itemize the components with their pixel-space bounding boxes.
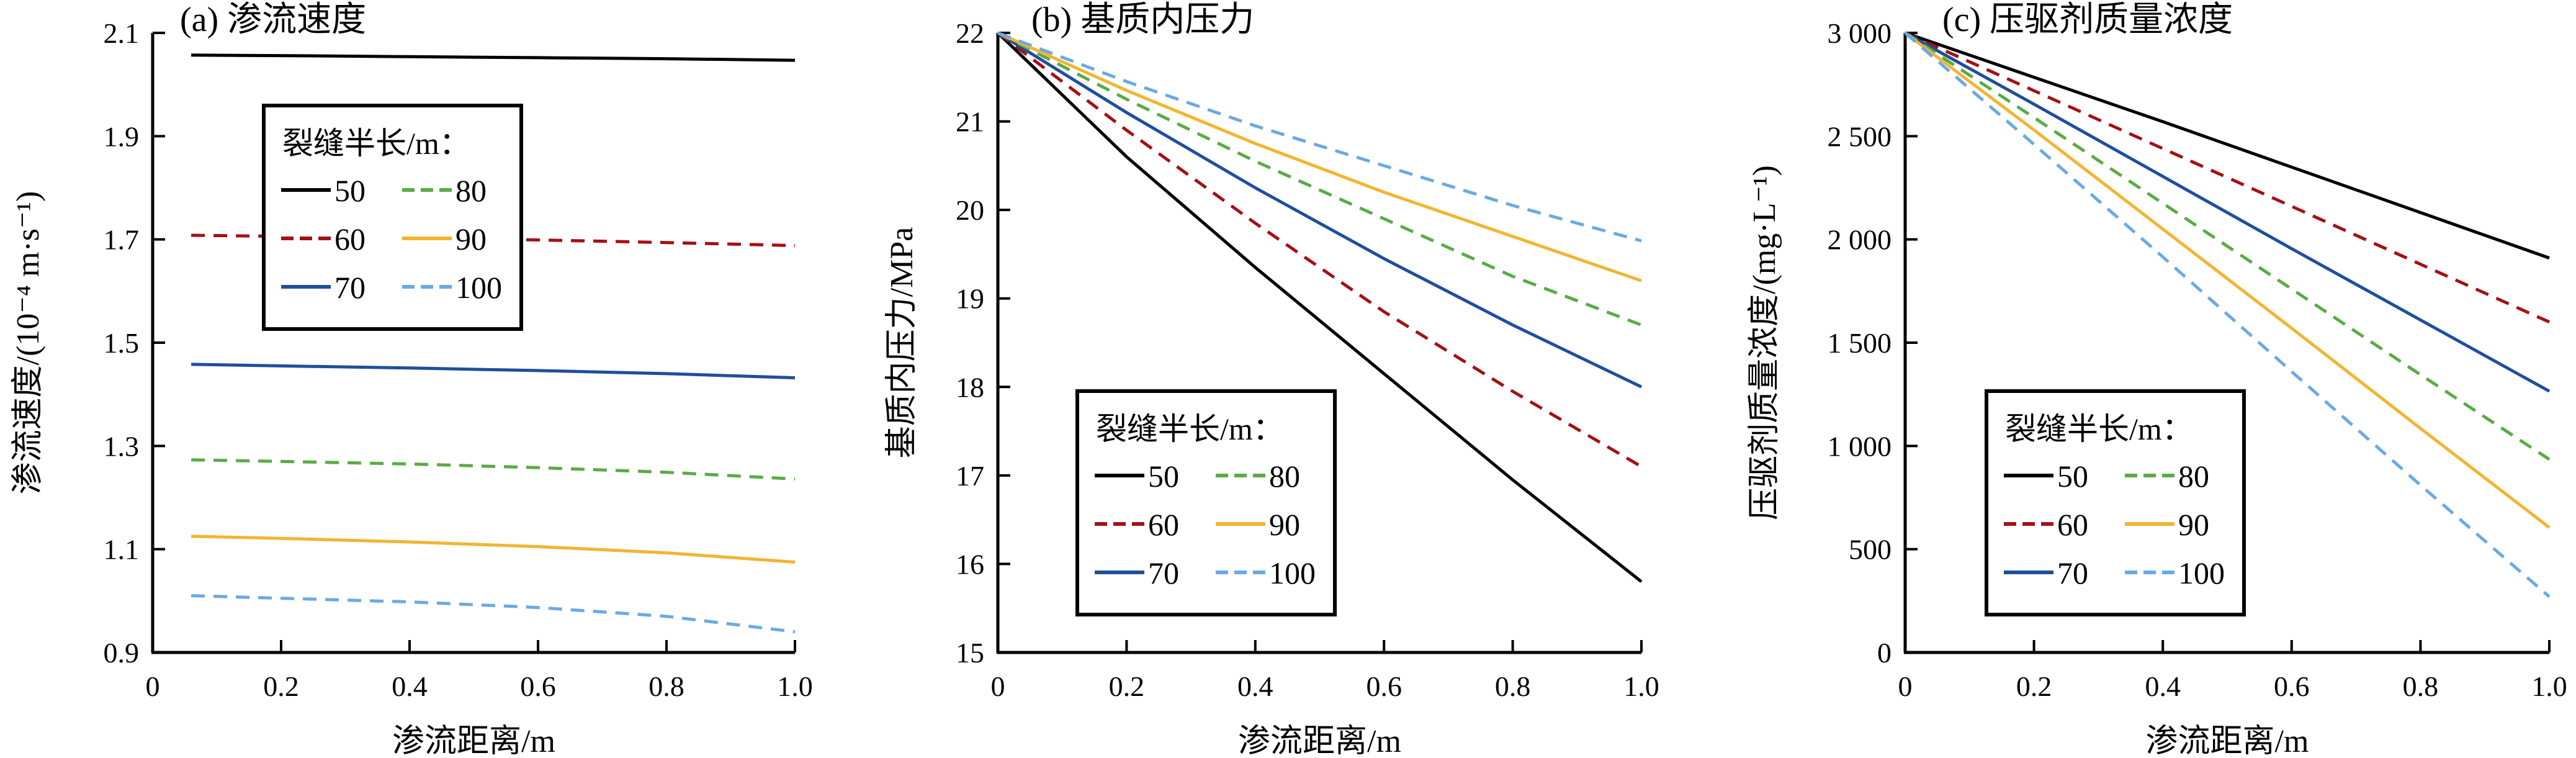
series-line-90 (1904, 32, 2551, 529)
legend: 裂缝半长/m： 50 80 60 90 70 100 (1985, 389, 2246, 616)
y-axis-label: 渗流速度/(10⁻⁴ m·s⁻¹) (11, 191, 46, 495)
x-axis-label: 渗流距离/m (1238, 724, 1401, 758)
legend-entry-label: 100 (456, 270, 502, 305)
series-line-50 (1905, 31, 2550, 259)
legend-entry-label: 50 (1148, 459, 1179, 494)
y-tick-label: 21 (956, 106, 984, 138)
x-tick-label: 0.4 (392, 670, 428, 702)
y-tick-label: 500 (1849, 534, 1892, 566)
x-tick-label: 0.8 (1495, 670, 1531, 702)
x-tick-label: 1.0 (2531, 670, 2567, 702)
series-line-70 (1904, 31, 2551, 393)
legend-entry-label: 100 (1269, 556, 1316, 590)
legend-entry-label: 50 (2057, 459, 2088, 494)
legend-entry-label: 60 (1148, 507, 1179, 542)
y-tick-label: 18 (956, 371, 984, 403)
y-tick-label: 1.3 (104, 430, 140, 462)
y-tick-label: 1.5 (104, 327, 140, 359)
legend-entry-label: 50 (334, 173, 366, 208)
legend-box (1075, 389, 1337, 616)
x-axis-label: 渗流距离/m (392, 724, 555, 758)
y-tick-label: 2.1 (104, 17, 140, 49)
legend-entry-label: 70 (2057, 556, 2088, 590)
y-tick-label: 2 500 (1828, 120, 1892, 152)
legend-title: 裂缝半长/m： (1096, 412, 1284, 446)
legend-box (1985, 389, 2246, 616)
y-tick-label: 19 (956, 283, 984, 315)
legend-box (262, 104, 523, 331)
x-tick-label: 0.8 (648, 670, 684, 702)
y-tick-label: 16 (956, 548, 984, 580)
y-axis-label: 压驱剂质量浓度/(mg·L⁻¹) (1747, 165, 1782, 520)
legend-entry-label: 80 (1269, 459, 1300, 494)
y-tick-label: 20 (956, 194, 984, 226)
series-line-80 (997, 31, 1642, 327)
panel-title: (a) 渗流速度 (180, 1, 366, 39)
y-tick-label: 17 (956, 460, 984, 492)
series-line-60 (997, 32, 1643, 468)
x-tick-label: 1.0 (777, 670, 813, 702)
legend-entry-label: 80 (2178, 459, 2209, 494)
panel-c: 0 500 1 000 1 500 2 000 2 500 3 000 0 0.2 0.4 0.6 0… (1747, 1, 2567, 758)
legend-entry-label: 70 (1148, 556, 1179, 590)
series-line-50 (997, 32, 1643, 583)
legend-entry-label: 100 (2178, 556, 2225, 590)
x-tick-label: 0.8 (2403, 670, 2439, 702)
x-tick-label: 0 (146, 670, 160, 702)
legend-entry-label: 80 (456, 173, 487, 208)
panel-a: 0.9 1.1 1.3 1.5 1.7 1.9 2.1 0 0.2 0.4 0.6 0.8 1.0 (a)… (11, 1, 813, 758)
series-line-80 (191, 458, 796, 481)
legend-entry-label: 90 (1269, 507, 1300, 542)
x-tick-label: 0.6 (1366, 670, 1402, 702)
series-line-70 (997, 31, 1643, 389)
y-tick-label: 22 (956, 17, 984, 49)
legend-title: 裂缝半长/m： (282, 126, 470, 161)
y-tick-label: 15 (956, 637, 984, 669)
legend-entry-label: 60 (2057, 507, 2088, 542)
y-tick-label: 0 (1877, 637, 1892, 669)
y-tick-label: 2 000 (1828, 224, 1892, 256)
legend-title: 裂缝半长/m： (2005, 412, 2193, 446)
legend-entry-label: 60 (334, 222, 366, 256)
series-line-70 (191, 363, 796, 380)
series-line-90 (191, 535, 796, 564)
y-tick-label: 1 500 (1828, 327, 1892, 359)
x-tick-label: 0.2 (2016, 670, 2052, 702)
panel-b: 15 16 17 18 19 20 21 22 0 0.2 0.4 0.6 0.8 1.0 (b) 基质内压… (884, 1, 1659, 758)
y-tick-label: 1.7 (104, 224, 140, 256)
series-line-100 (1904, 32, 2551, 598)
x-tick-label: 0.2 (263, 670, 299, 702)
legend-entry-label: 90 (456, 222, 487, 256)
series-line-50 (191, 53, 796, 62)
series-line-100 (191, 594, 796, 634)
series-line-90 (997, 31, 1642, 282)
legend: 裂缝半长/m： 50 80 60 90 70 100 (1075, 389, 1337, 616)
x-tick-label: 0.6 (520, 670, 556, 702)
x-tick-label: 0.4 (2145, 670, 2181, 702)
x-axis-label: 渗流距离/m (2146, 724, 2309, 758)
y-tick-label: 0.9 (104, 637, 140, 669)
x-tick-label: 1.0 (1623, 670, 1659, 702)
legend-entry-label: 70 (334, 270, 366, 305)
y-axis-label: 基质内压力/MPa (884, 227, 920, 459)
panel-title: (b) 基质内压力 (1031, 1, 1254, 39)
legend: 裂缝半长/m： 50 80 60 90 70 100 (262, 104, 523, 331)
x-tick-label: 0.4 (1237, 670, 1273, 702)
x-tick-label: 0.2 (1109, 670, 1145, 702)
y-tick-label: 1.9 (104, 120, 140, 152)
y-tick-label: 1.1 (104, 534, 140, 566)
x-tick-label: 0.6 (2274, 670, 2310, 702)
legend-entry-label: 90 (2178, 507, 2209, 542)
series-line-60 (1904, 31, 2551, 323)
y-tick-label: 1 000 (1828, 430, 1892, 462)
x-tick-label: 0 (991, 670, 1005, 702)
series-line-80 (1904, 31, 2551, 461)
x-tick-label: 0 (1898, 670, 1913, 702)
series-line-100 (997, 31, 1642, 243)
y-tick-label: 3 000 (1828, 17, 1892, 49)
panel-title: (c) 压驱剂质量浓度 (1942, 1, 2233, 39)
